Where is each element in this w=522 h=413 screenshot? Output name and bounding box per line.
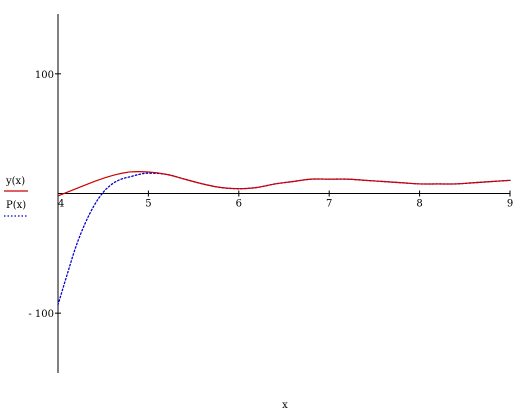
y-tick-label: - 100 xyxy=(28,309,54,320)
x-tick-label: 6 xyxy=(236,199,242,210)
x-tick-label: 9 xyxy=(507,199,513,210)
x-tick-label: 8 xyxy=(416,199,422,210)
legend-label-y: y(x) xyxy=(5,176,25,187)
legend-label-p: P(x) xyxy=(6,200,26,211)
series-layer xyxy=(57,170,511,306)
x-tick-label: 7 xyxy=(326,199,332,210)
x-tick-label: 5 xyxy=(145,199,151,210)
series-line-p xyxy=(57,172,511,306)
series-line-y xyxy=(57,170,511,197)
x-axis-label: x xyxy=(282,400,288,411)
legend: y(x) P(x) xyxy=(4,176,28,217)
y-tick-group: 100 - 100 xyxy=(28,70,61,320)
y-tick-label: 100 xyxy=(35,70,54,81)
x-tick-group: 4 5 6 7 8 9 xyxy=(57,190,513,210)
x-tick-label: 4 xyxy=(58,199,64,210)
